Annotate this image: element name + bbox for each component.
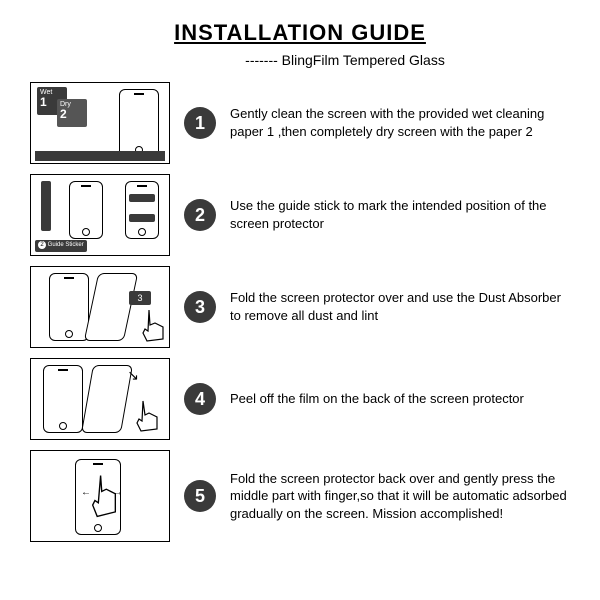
step-number-circle: 2 <box>184 199 216 231</box>
subtitle: ------- BlingFilm Tempered Glass <box>120 52 570 68</box>
step-illustration-4: ↘ <box>30 358 170 440</box>
step-number: 4 <box>195 389 205 410</box>
step-number: 3 <box>195 297 205 318</box>
step-description: Peel off the film on the back of the scr… <box>230 390 570 408</box>
steps-list: Wet 1 Dry 2 1 Gently clean the screen wi… <box>30 82 570 542</box>
step-row: Wet 1 Dry 2 1 Gently clean the screen wi… <box>30 82 570 164</box>
step-illustration-3: 3 <box>30 266 170 348</box>
step-row: ← → 5 Fold the screen protector back ove… <box>30 450 570 542</box>
step-row: 2 Guide Sticker 2 Use the guide stick to… <box>30 174 570 256</box>
step-number-circle: 1 <box>184 107 216 139</box>
step-description: Fold the screen protector over and use t… <box>230 289 570 324</box>
step-row: 3 3 Fold the screen protector over and u… <box>30 266 570 348</box>
step-description: Gently clean the screen with the provide… <box>230 105 570 140</box>
hand-icon <box>137 305 167 345</box>
step-illustration-2: 2 Guide Sticker <box>30 174 170 256</box>
step-row: ↘ 4 Peel off the film on the back of the… <box>30 358 570 440</box>
step-number-circle: 3 <box>184 291 216 323</box>
step-number: 1 <box>195 113 205 134</box>
step-number: 2 <box>195 205 205 226</box>
step-illustration-5: ← → <box>30 450 170 542</box>
step-illustration-1: Wet 1 Dry 2 <box>30 82 170 164</box>
step-number-circle: 4 <box>184 383 216 415</box>
step-description: Fold the screen protector back over and … <box>230 470 570 523</box>
step-number: 5 <box>195 486 205 507</box>
hand-icon <box>133 395 163 435</box>
page-title: INSTALLATION GUIDE <box>30 20 570 46</box>
guide-label: Guide Sticker <box>48 242 84 248</box>
step-description: Use the guide stick to mark the intended… <box>230 197 570 232</box>
step-number-circle: 5 <box>184 480 216 512</box>
